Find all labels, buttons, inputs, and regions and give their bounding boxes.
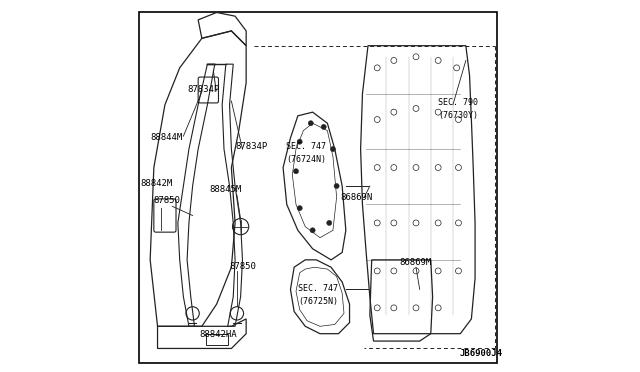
Text: (76730Y): (76730Y): [438, 111, 479, 120]
Text: 86869N: 86869N: [340, 193, 372, 202]
Circle shape: [321, 124, 326, 129]
Text: 87850: 87850: [229, 262, 256, 271]
Text: 88842HA: 88842HA: [200, 330, 237, 339]
Text: 88844M: 88844M: [150, 133, 183, 142]
Text: 87834P: 87834P: [236, 142, 268, 151]
Text: SEC. 747: SEC. 747: [286, 142, 326, 151]
Text: SEC. 790: SEC. 790: [438, 98, 479, 107]
Text: 88842M: 88842M: [141, 179, 173, 188]
Circle shape: [308, 121, 314, 126]
Text: 87834P: 87834P: [188, 85, 220, 94]
Text: SEC. 747: SEC. 747: [298, 284, 338, 293]
Circle shape: [310, 228, 316, 233]
Text: 86869M: 86869M: [400, 259, 432, 267]
Text: (76724N): (76724N): [286, 155, 326, 164]
Text: JB6900J4: JB6900J4: [459, 349, 502, 358]
Circle shape: [334, 183, 339, 189]
Text: 87850: 87850: [154, 196, 180, 205]
Circle shape: [330, 147, 335, 152]
Text: 88845M: 88845M: [210, 185, 242, 193]
Circle shape: [297, 206, 302, 211]
Text: (76725N): (76725N): [298, 297, 338, 306]
Circle shape: [297, 139, 302, 144]
Circle shape: [293, 169, 299, 174]
Circle shape: [326, 220, 332, 225]
